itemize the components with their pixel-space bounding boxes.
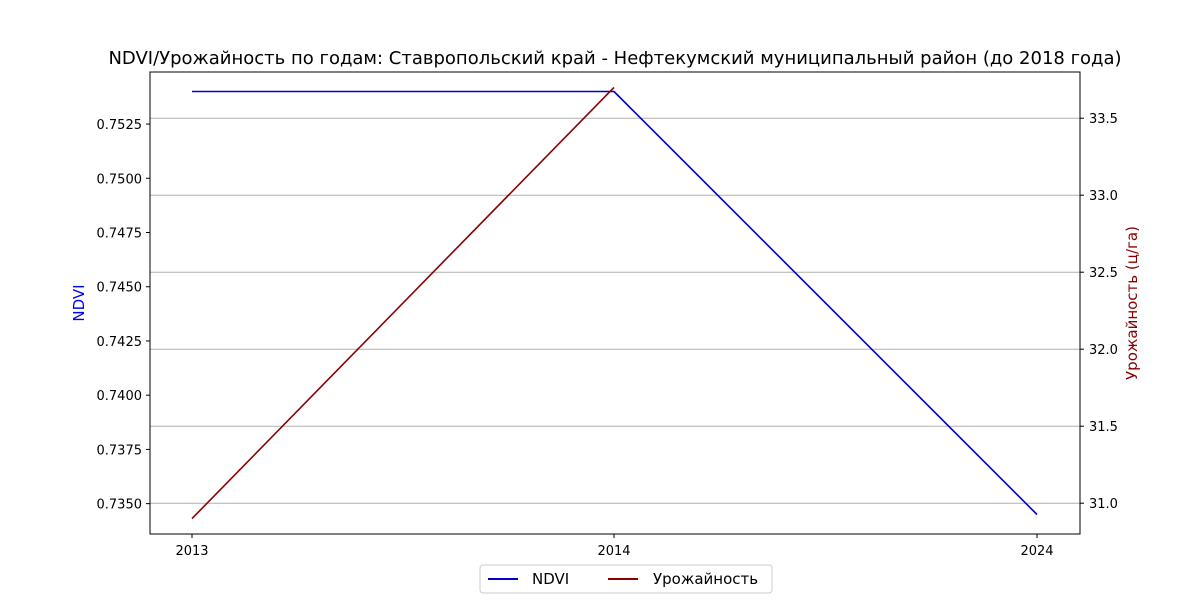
series-lines (191, 86, 1038, 520)
x-tick-label: 2024 (1020, 544, 1053, 559)
right-tick-label: 31.0 (1089, 497, 1118, 512)
legend-label: Урожайность (653, 570, 758, 588)
left-tick-label: 0.7500 (97, 172, 143, 187)
left-axis-ticks: 0.7350 0.7375 0.7400 0.7425 0.7450 0.7475 0.75… (97, 118, 150, 513)
left-tick-label: 0.7375 (97, 443, 143, 458)
series-line-ndvi (192, 90, 1038, 516)
right-tick-label: 33.5 (1089, 112, 1118, 127)
plot-area (149, 71, 1081, 535)
x-tick-label: 2014 (597, 544, 630, 559)
x-axis-ticks: 2013 2014 2024 (175, 534, 1054, 559)
grid-lines (150, 117, 1080, 504)
left-tick-label: 0.7350 (97, 498, 143, 513)
legend: NDVI Урожайность (479, 564, 773, 594)
right-tick-label: 32.0 (1089, 343, 1118, 358)
chart-title: NDVI/Урожайность по годам: Ставропольски… (108, 48, 1121, 69)
x-tick-label: 2013 (175, 544, 208, 559)
left-tick-label: 0.7400 (97, 389, 143, 404)
right-axis-ticks: 31.0 31.5 32.0 32.5 33.0 33.5 (1080, 112, 1118, 512)
left-tick-label: 0.7475 (97, 227, 143, 242)
y-left-axis-label: NDVI (70, 284, 88, 321)
legend-label: NDVI (532, 570, 569, 588)
y-right-axis-label: Урожайность (ц/га) (1123, 226, 1141, 380)
right-tick-label: 32.5 (1089, 266, 1118, 281)
left-tick-label: 0.7425 (97, 335, 143, 350)
series-line-yield (191, 86, 615, 520)
right-tick-label: 31.5 (1089, 420, 1118, 435)
left-tick-label: 0.7525 (97, 118, 143, 133)
left-tick-label: 0.7450 (97, 281, 143, 296)
right-tick-label: 33.0 (1089, 189, 1118, 204)
